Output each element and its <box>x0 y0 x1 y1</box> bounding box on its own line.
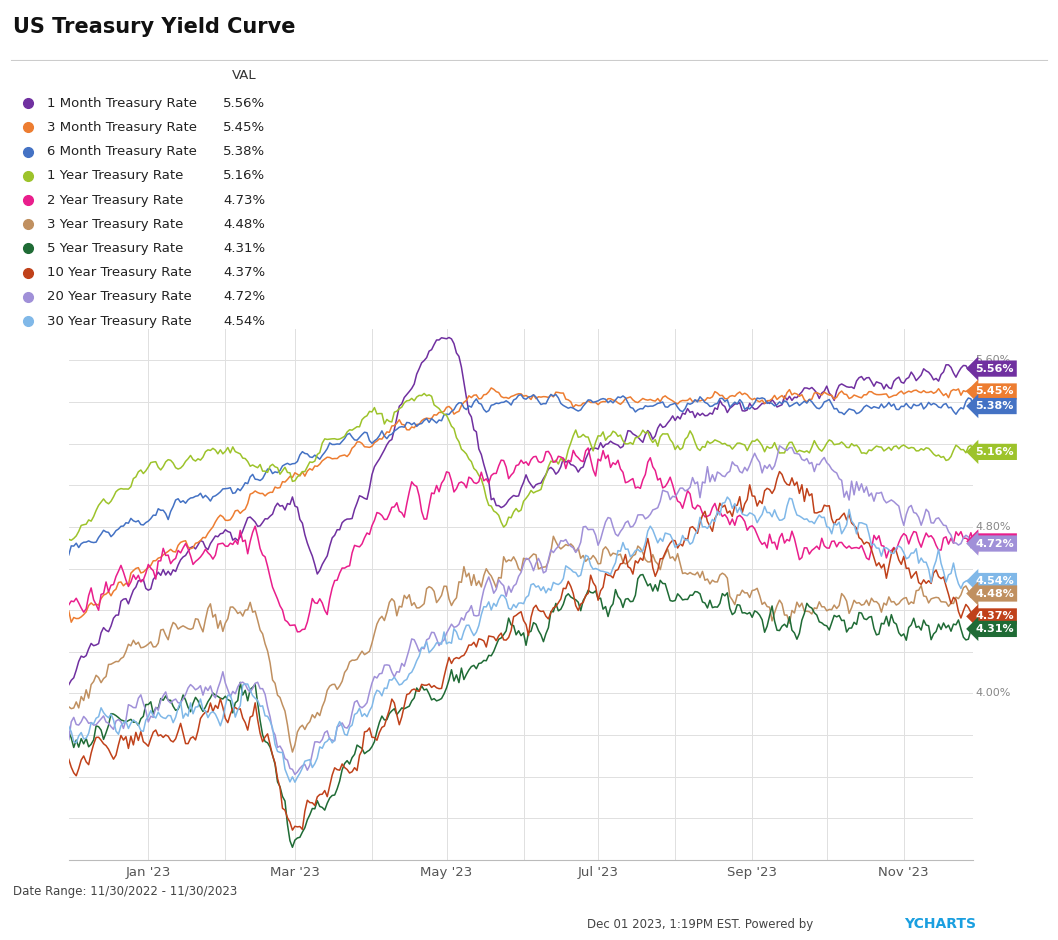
Text: 4.72%: 4.72% <box>223 290 266 304</box>
Text: 5.56%: 5.56% <box>975 364 1014 373</box>
Text: 4.72%: 4.72% <box>975 539 1014 549</box>
Text: Date Range: 11/30/2022 - 11/30/2023: Date Range: 11/30/2022 - 11/30/2023 <box>13 885 237 898</box>
Text: 5.45%: 5.45% <box>223 121 266 133</box>
Text: 4.80%: 4.80% <box>975 522 1010 532</box>
Text: 4.48%: 4.48% <box>975 588 1014 599</box>
Text: 4.31%: 4.31% <box>223 242 266 255</box>
Text: 5.38%: 5.38% <box>223 145 266 158</box>
Text: 10 Year Treasury Rate: 10 Year Treasury Rate <box>48 266 191 279</box>
Text: 5.60%: 5.60% <box>975 355 1010 366</box>
Text: 20 Year Treasury Rate: 20 Year Treasury Rate <box>48 290 191 304</box>
Text: Dec 01 2023, 1:19PM EST. Powered by: Dec 01 2023, 1:19PM EST. Powered by <box>587 917 817 931</box>
Text: 1 Year Treasury Rate: 1 Year Treasury Rate <box>48 169 183 182</box>
Text: 2 Year Treasury Rate: 2 Year Treasury Rate <box>48 194 183 207</box>
Text: YCHARTS: YCHARTS <box>905 916 977 931</box>
Text: 5.16%: 5.16% <box>975 446 1014 457</box>
Text: 4.73%: 4.73% <box>223 194 266 207</box>
Text: 4.54%: 4.54% <box>975 576 1014 586</box>
Text: 5.45%: 5.45% <box>975 386 1014 397</box>
Text: 30 Year Treasury Rate: 30 Year Treasury Rate <box>48 315 191 328</box>
Text: US Treasury Yield Curve: US Treasury Yield Curve <box>13 17 295 37</box>
Text: 4.48%: 4.48% <box>223 218 266 231</box>
Text: 6 Month Treasury Rate: 6 Month Treasury Rate <box>48 145 197 158</box>
Text: 4.37%: 4.37% <box>223 266 266 279</box>
Text: 4.73%: 4.73% <box>975 537 1014 546</box>
Text: 5.38%: 5.38% <box>975 401 1014 411</box>
Text: VAL: VAL <box>232 69 256 82</box>
Text: 5.56%: 5.56% <box>223 97 266 110</box>
Text: 5.16%: 5.16% <box>223 169 266 182</box>
Text: 5 Year Treasury Rate: 5 Year Treasury Rate <box>48 242 183 255</box>
Text: 4.31%: 4.31% <box>975 624 1014 634</box>
Text: 4.37%: 4.37% <box>975 611 1014 621</box>
Text: 4.00%: 4.00% <box>975 688 1010 698</box>
Text: 1 Month Treasury Rate: 1 Month Treasury Rate <box>48 97 197 110</box>
Text: 3 Month Treasury Rate: 3 Month Treasury Rate <box>48 121 197 133</box>
Text: 4.54%: 4.54% <box>223 315 266 328</box>
Text: 3 Year Treasury Rate: 3 Year Treasury Rate <box>48 218 183 231</box>
